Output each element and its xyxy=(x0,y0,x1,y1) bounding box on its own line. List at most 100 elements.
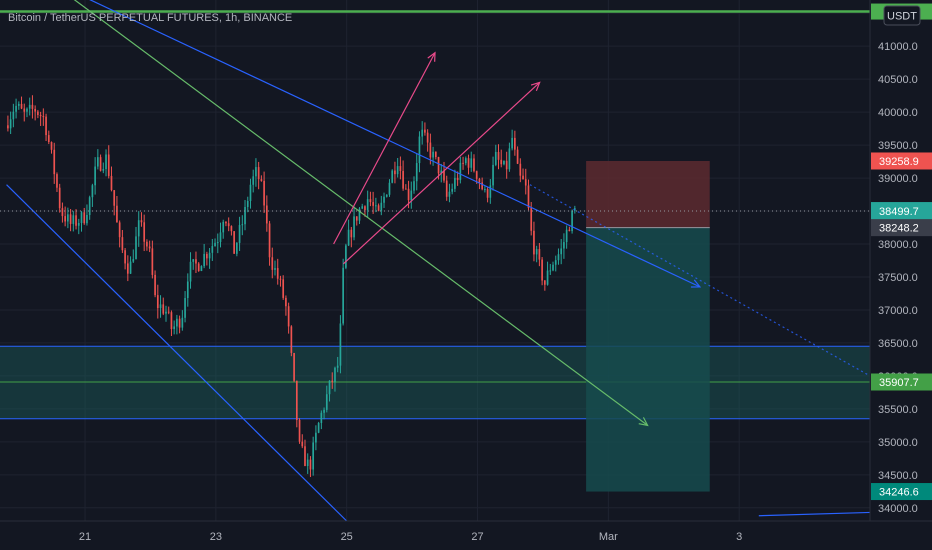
candle-body xyxy=(470,158,473,168)
candle-body xyxy=(543,280,546,285)
candle-body xyxy=(195,259,197,264)
candle-body xyxy=(173,326,176,330)
price-tick-label: 34500.0 xyxy=(878,470,918,482)
date-tick-label: 21 xyxy=(79,531,91,543)
candle-body xyxy=(124,250,126,264)
candle-body xyxy=(135,236,137,260)
candle-body xyxy=(227,223,230,227)
candle-body xyxy=(410,190,413,201)
candle-body xyxy=(383,196,385,203)
candle-body xyxy=(404,188,407,190)
candle-body xyxy=(17,103,20,106)
candle-body xyxy=(418,136,421,164)
wedge-upper-line xyxy=(333,52,436,245)
candle-body xyxy=(236,242,238,254)
candle-body xyxy=(31,104,34,109)
candle-body xyxy=(75,215,77,226)
candle-body xyxy=(317,422,320,433)
candle-body xyxy=(91,185,94,198)
short-position-tool[interactable] xyxy=(586,160,710,492)
candle-body xyxy=(358,208,361,221)
candle-body xyxy=(353,216,355,238)
candle-body xyxy=(571,210,573,232)
support-zone xyxy=(0,346,870,419)
candle-body xyxy=(432,151,434,158)
candle-body xyxy=(225,221,227,224)
date-axis[interactable]: 21 23 25 27 Mar 3 xyxy=(79,531,742,543)
candle-body xyxy=(53,149,56,175)
price-tick-label: 37000.0 xyxy=(878,305,918,317)
candle-body xyxy=(116,205,118,223)
candle-body xyxy=(178,318,181,328)
candle-body xyxy=(156,295,159,309)
candle-body xyxy=(377,205,380,211)
candle-body xyxy=(47,135,50,143)
candle-body xyxy=(454,177,456,189)
candle-body xyxy=(402,170,404,189)
level-price-tag-bg xyxy=(871,373,932,391)
candle-body xyxy=(113,190,116,206)
blue-descending-upper-line xyxy=(89,0,701,288)
stop-loss-area xyxy=(586,160,710,228)
price-tick-label: 41000.0 xyxy=(878,41,918,53)
last-price-tag-text: 38499.7 xyxy=(879,206,919,218)
candle-body xyxy=(165,311,167,314)
candle-body xyxy=(140,220,143,223)
date-tick-label: 25 xyxy=(341,531,353,543)
candle-body xyxy=(415,163,418,182)
stop-price-tag-text: 39258.9 xyxy=(879,156,919,168)
candle-body xyxy=(448,191,451,197)
price-tick-label: 35000.0 xyxy=(878,437,918,449)
candle-body xyxy=(233,231,235,254)
candle-body xyxy=(434,151,437,158)
candle-body xyxy=(39,114,42,117)
candle-body xyxy=(268,223,271,258)
candle-body xyxy=(334,367,336,382)
candle-body xyxy=(279,278,282,280)
candle-body xyxy=(203,253,205,267)
currency-badge[interactable]: USDT xyxy=(883,5,921,26)
candle-body xyxy=(222,221,225,233)
candle-body xyxy=(290,326,293,353)
candle-body xyxy=(505,160,508,170)
currency-label: USDT xyxy=(887,11,917,23)
candle-body xyxy=(331,380,334,382)
candle-body xyxy=(391,170,394,183)
candle-body xyxy=(323,409,325,413)
green-descending-line xyxy=(73,0,648,426)
entry-price-tag-text: 38248.2 xyxy=(879,223,919,235)
candle-body xyxy=(546,270,549,285)
candle-body xyxy=(385,194,388,197)
candle-body xyxy=(263,180,265,206)
candle-body xyxy=(265,205,268,224)
candle-body xyxy=(557,254,560,261)
candle-body xyxy=(34,108,37,112)
candle-body xyxy=(429,142,432,158)
candle-body xyxy=(244,206,246,225)
candle-body xyxy=(252,176,255,185)
candle-body xyxy=(320,412,323,423)
candle-body xyxy=(424,129,426,133)
candle-body xyxy=(456,177,459,181)
candle-body xyxy=(563,242,565,249)
drawings[interactable] xyxy=(0,0,871,522)
candle-body xyxy=(295,380,298,420)
candle-body xyxy=(94,166,96,186)
price-tick-label: 38000.0 xyxy=(878,239,918,251)
candle-body xyxy=(508,148,511,170)
candle-body xyxy=(560,248,563,255)
candle-body xyxy=(538,249,541,260)
candle-body xyxy=(451,188,454,192)
candle-body xyxy=(28,104,31,109)
candle-body xyxy=(459,162,462,181)
candle-body xyxy=(72,215,75,224)
candle-body xyxy=(132,259,135,262)
candle-body xyxy=(287,306,290,327)
candle-body xyxy=(369,199,372,203)
candle-body xyxy=(388,182,391,195)
arrow-head xyxy=(638,417,649,427)
candle-body xyxy=(473,158,475,172)
candle-body xyxy=(325,394,328,410)
